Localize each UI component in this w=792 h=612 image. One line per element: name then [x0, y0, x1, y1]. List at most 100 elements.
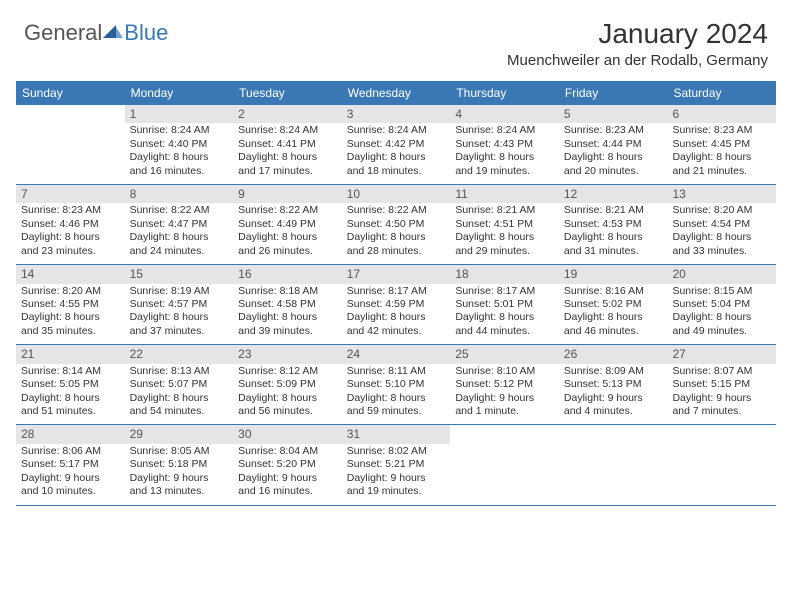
- day-detail-line: Daylight: 8 hours: [564, 231, 663, 244]
- day-cell: 20Sunrise: 8:15 AMSunset: 5:04 PMDayligh…: [667, 265, 776, 344]
- day-detail-line: Daylight: 8 hours: [238, 231, 337, 244]
- day-cell: 6Sunrise: 8:23 AMSunset: 4:45 PMDaylight…: [667, 105, 776, 184]
- day-detail-line: Daylight: 8 hours: [130, 231, 229, 244]
- day-number: 6: [667, 105, 776, 123]
- day-detail-line: and 46 minutes.: [564, 325, 663, 338]
- day-detail-line: Sunset: 4:50 PM: [347, 218, 446, 231]
- day-detail-line: Sunset: 5:07 PM: [130, 378, 229, 391]
- day-number: 14: [16, 265, 125, 283]
- day-number: 18: [450, 265, 559, 283]
- day-detail-line: and 17 minutes.: [238, 165, 337, 178]
- day-cell: 28Sunrise: 8:06 AMSunset: 5:17 PMDayligh…: [16, 425, 125, 504]
- day-detail-line: and 7 minutes.: [672, 405, 771, 418]
- logo: General Blue: [24, 18, 168, 48]
- day-detail-line: Daylight: 8 hours: [564, 151, 663, 164]
- day-detail-line: Daylight: 9 hours: [238, 472, 337, 485]
- day-detail-line: Daylight: 8 hours: [455, 311, 554, 324]
- day-detail-line: Sunset: 4:55 PM: [21, 298, 120, 311]
- weekday-header: Wednesday: [342, 81, 451, 105]
- day-detail-line: and 4 minutes.: [564, 405, 663, 418]
- day-cell: [667, 425, 776, 504]
- day-detail-line: and 59 minutes.: [347, 405, 446, 418]
- day-detail-line: Sunset: 4:42 PM: [347, 138, 446, 151]
- day-number: 17: [342, 265, 451, 283]
- day-cell: 8Sunrise: 8:22 AMSunset: 4:47 PMDaylight…: [125, 185, 234, 264]
- day-cell: 17Sunrise: 8:17 AMSunset: 4:59 PMDayligh…: [342, 265, 451, 344]
- day-detail-line: Sunrise: 8:11 AM: [347, 365, 446, 378]
- day-detail-line: Daylight: 9 hours: [672, 392, 771, 405]
- day-detail-line: Daylight: 8 hours: [130, 311, 229, 324]
- day-detail-line: Sunset: 5:12 PM: [455, 378, 554, 391]
- day-cell: 9Sunrise: 8:22 AMSunset: 4:49 PMDaylight…: [233, 185, 342, 264]
- day-number: 28: [16, 425, 125, 443]
- day-detail-line: Sunrise: 8:24 AM: [238, 124, 337, 137]
- day-number: 11: [450, 185, 559, 203]
- day-cell: 5Sunrise: 8:23 AMSunset: 4:44 PMDaylight…: [559, 105, 668, 184]
- day-cell: 10Sunrise: 8:22 AMSunset: 4:50 PMDayligh…: [342, 185, 451, 264]
- day-detail-line: and 20 minutes.: [564, 165, 663, 178]
- day-detail-line: Sunset: 4:58 PM: [238, 298, 337, 311]
- day-cell: 1Sunrise: 8:24 AMSunset: 4:40 PMDaylight…: [125, 105, 234, 184]
- day-detail-line: and 39 minutes.: [238, 325, 337, 338]
- day-cell: 30Sunrise: 8:04 AMSunset: 5:20 PMDayligh…: [233, 425, 342, 504]
- day-detail-line: Daylight: 8 hours: [672, 151, 771, 164]
- day-detail-line: Sunrise: 8:16 AM: [564, 285, 663, 298]
- day-detail-line: Daylight: 8 hours: [455, 151, 554, 164]
- day-detail-line: and 10 minutes.: [21, 485, 120, 498]
- page-header: General Blue January 2024 Muenchweiler a…: [0, 0, 792, 75]
- day-detail-line: and 13 minutes.: [130, 485, 229, 498]
- weekday-header: Tuesday: [233, 81, 342, 105]
- day-detail-line: and 16 minutes.: [130, 165, 229, 178]
- location-label: Muenchweiler an der Rodalb, Germany: [507, 52, 768, 69]
- weekday-header: Friday: [559, 81, 668, 105]
- day-detail-line: Sunset: 5:05 PM: [21, 378, 120, 391]
- day-cell: 2Sunrise: 8:24 AMSunset: 4:41 PMDaylight…: [233, 105, 342, 184]
- day-detail-line: Daylight: 9 hours: [564, 392, 663, 405]
- day-cell: [16, 105, 125, 184]
- day-detail-line: Sunrise: 8:05 AM: [130, 445, 229, 458]
- day-detail-line: Sunset: 4:57 PM: [130, 298, 229, 311]
- day-detail-line: Sunset: 4:45 PM: [672, 138, 771, 151]
- logo-text-general: General: [24, 20, 102, 46]
- day-detail-line: Sunrise: 8:02 AM: [347, 445, 446, 458]
- day-detail-line: and 35 minutes.: [21, 325, 120, 338]
- weekday-header: Saturday: [667, 81, 776, 105]
- day-cell: 15Sunrise: 8:19 AMSunset: 4:57 PMDayligh…: [125, 265, 234, 344]
- day-detail-line: Daylight: 8 hours: [347, 231, 446, 244]
- day-number: 30: [233, 425, 342, 443]
- day-detail-line: Sunset: 5:13 PM: [564, 378, 663, 391]
- day-detail-line: Sunset: 4:44 PM: [564, 138, 663, 151]
- day-cell: 3Sunrise: 8:24 AMSunset: 4:42 PMDaylight…: [342, 105, 451, 184]
- day-detail-line: Daylight: 8 hours: [130, 151, 229, 164]
- day-detail-line: Daylight: 8 hours: [347, 392, 446, 405]
- day-number: 13: [667, 185, 776, 203]
- day-number: 8: [125, 185, 234, 203]
- day-detail-line: Daylight: 8 hours: [238, 311, 337, 324]
- day-detail-line: and 37 minutes.: [130, 325, 229, 338]
- day-detail-line: and 44 minutes.: [455, 325, 554, 338]
- day-detail-line: Daylight: 9 hours: [21, 472, 120, 485]
- day-number: 25: [450, 345, 559, 363]
- day-cell: 18Sunrise: 8:17 AMSunset: 5:01 PMDayligh…: [450, 265, 559, 344]
- day-detail-line: Sunset: 5:20 PM: [238, 458, 337, 471]
- day-number: 4: [450, 105, 559, 123]
- month-title: January 2024: [507, 18, 768, 50]
- day-detail-line: Sunrise: 8:24 AM: [347, 124, 446, 137]
- day-detail-line: Sunset: 5:17 PM: [21, 458, 120, 471]
- day-number: 5: [559, 105, 668, 123]
- day-cell: 4Sunrise: 8:24 AMSunset: 4:43 PMDaylight…: [450, 105, 559, 184]
- day-number: 29: [125, 425, 234, 443]
- day-detail-line: and 18 minutes.: [347, 165, 446, 178]
- day-detail-line: and 23 minutes.: [21, 245, 120, 258]
- day-number: 24: [342, 345, 451, 363]
- day-detail-line: Daylight: 8 hours: [238, 392, 337, 405]
- day-detail-line: Sunrise: 8:07 AM: [672, 365, 771, 378]
- day-number: 12: [559, 185, 668, 203]
- day-number: 23: [233, 345, 342, 363]
- day-detail-line: Sunrise: 8:20 AM: [672, 204, 771, 217]
- day-detail-line: Daylight: 8 hours: [347, 151, 446, 164]
- week-row: 28Sunrise: 8:06 AMSunset: 5:17 PMDayligh…: [16, 425, 776, 505]
- day-detail-line: Sunset: 4:43 PM: [455, 138, 554, 151]
- day-cell: 25Sunrise: 8:10 AMSunset: 5:12 PMDayligh…: [450, 345, 559, 424]
- day-detail-line: and 19 minutes.: [455, 165, 554, 178]
